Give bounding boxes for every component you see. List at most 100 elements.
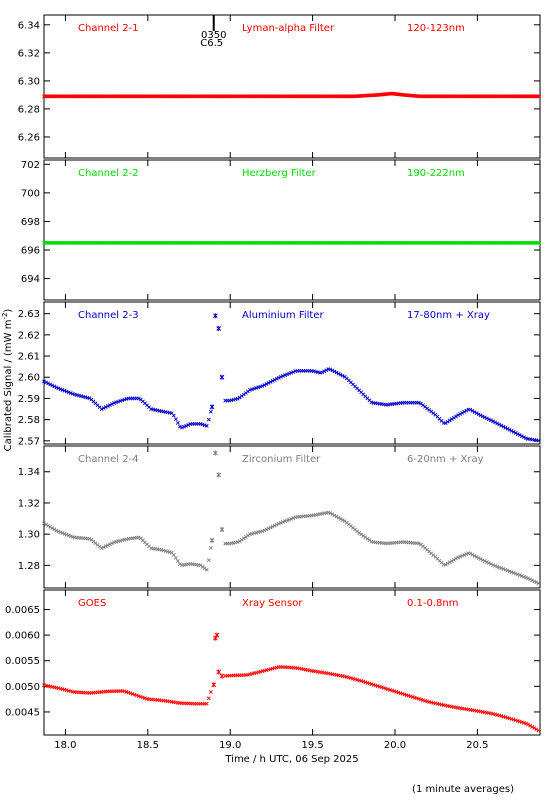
- data-point: [138, 694, 143, 699]
- data-point: [460, 410, 465, 415]
- data-point: [285, 518, 289, 523]
- data-point: [482, 415, 487, 420]
- data-point: [56, 386, 61, 391]
- data-point: [464, 552, 469, 556]
- data-point: [499, 714, 504, 718]
- data-point: [373, 683, 378, 688]
- data-point: [332, 369, 337, 374]
- data-point: [456, 413, 460, 418]
- data-point: [507, 569, 512, 574]
- data-point: [285, 372, 289, 377]
- y-axis-label: Calibrated Signal / (mW m-2): [1, 309, 14, 452]
- data-point: [97, 405, 102, 410]
- data-point: [107, 542, 112, 547]
- y-tick-label: 2.61: [18, 352, 40, 363]
- y-tick-label: 2.62: [18, 330, 40, 341]
- data-point: [462, 552, 467, 557]
- data-point: [342, 374, 347, 379]
- y-tick-label: 6.34: [18, 20, 40, 31]
- data-point: [355, 529, 360, 534]
- data-point: [173, 417, 178, 422]
- data-point: [400, 691, 405, 696]
- data-point: [328, 511, 333, 515]
- data-point: [355, 677, 360, 682]
- data-point: [340, 373, 345, 378]
- data-point: [478, 557, 483, 562]
- data-point: [472, 553, 477, 558]
- data-point: [198, 563, 203, 568]
- data-point: [472, 410, 477, 414]
- data-point: [206, 558, 211, 563]
- data-point: [524, 575, 528, 580]
- data-point: [99, 407, 104, 411]
- data-point: [89, 397, 94, 402]
- series-name: Channel 2-4: [78, 454, 139, 465]
- data-point: [89, 537, 94, 542]
- data-point: [124, 690, 129, 694]
- data-point: [476, 556, 481, 560]
- data-point: [429, 409, 434, 414]
- y-tick-label: 0.0045: [5, 707, 40, 718]
- data-point: [175, 559, 180, 563]
- panel-frame: [43, 159, 541, 301]
- data-point: [332, 513, 337, 518]
- data-point: [186, 423, 191, 427]
- data-point: [408, 694, 413, 699]
- data-point: [462, 409, 467, 414]
- data-point: [513, 718, 518, 723]
- data-point: [324, 368, 329, 373]
- x-tick-label: 20.0: [384, 740, 406, 751]
- data-point: [449, 417, 454, 422]
- data-point: [503, 425, 508, 430]
- data-point: [62, 388, 67, 393]
- data-point: [517, 573, 522, 578]
- data-point: [270, 524, 275, 529]
- data-point: [322, 369, 327, 374]
- data-point: [287, 371, 292, 376]
- data-point: [522, 574, 526, 579]
- data-point: [456, 555, 460, 560]
- data-point: [344, 675, 349, 679]
- data-point: [371, 682, 376, 687]
- panel-1: 6.26 6.28 6.30 6.32 6.34 Channel 2-1 Lyman-alp…: [18, 14, 542, 159]
- data-point: [126, 690, 131, 695]
- data-point: [505, 568, 510, 573]
- x-axis: 18.0 18.5 19.0 19.5 20.0 20.5: [54, 740, 488, 751]
- data-point: [528, 577, 533, 582]
- series-band: 6-20nm + Xray: [407, 454, 484, 465]
- data-point: [270, 378, 275, 383]
- data-point: [359, 679, 364, 683]
- data-point: [390, 688, 395, 693]
- data-point: [445, 561, 450, 566]
- data-point: [330, 368, 335, 373]
- data-point: [147, 405, 151, 410]
- data-point: [283, 373, 287, 378]
- data-point: [171, 552, 176, 557]
- data-point: [62, 531, 67, 536]
- data-point: [507, 716, 512, 721]
- data-point: [530, 724, 535, 729]
- data-point: [101, 406, 106, 410]
- data-point: [536, 240, 541, 245]
- data-point: [470, 552, 475, 557]
- y-tick-label: 2.63: [18, 309, 40, 320]
- x-tick-label: 18.0: [54, 740, 76, 751]
- data-point: [480, 414, 485, 419]
- data-point: [130, 692, 135, 696]
- data-point: [338, 516, 343, 521]
- data-point: [353, 677, 357, 682]
- data-point: [505, 715, 510, 720]
- data-point: [437, 416, 442, 421]
- data-point: [526, 722, 530, 727]
- data-point: [287, 517, 292, 522]
- data-point: [202, 566, 207, 571]
- data-point: [202, 423, 207, 428]
- series-name: Channel 2-1: [78, 23, 139, 34]
- data-point: [493, 420, 498, 425]
- data-point: [346, 522, 351, 527]
- data-point: [60, 387, 65, 392]
- series-name: Channel 2-3: [78, 310, 139, 321]
- data-point: [143, 696, 147, 701]
- data-point: [340, 518, 345, 522]
- data-point: [110, 541, 114, 546]
